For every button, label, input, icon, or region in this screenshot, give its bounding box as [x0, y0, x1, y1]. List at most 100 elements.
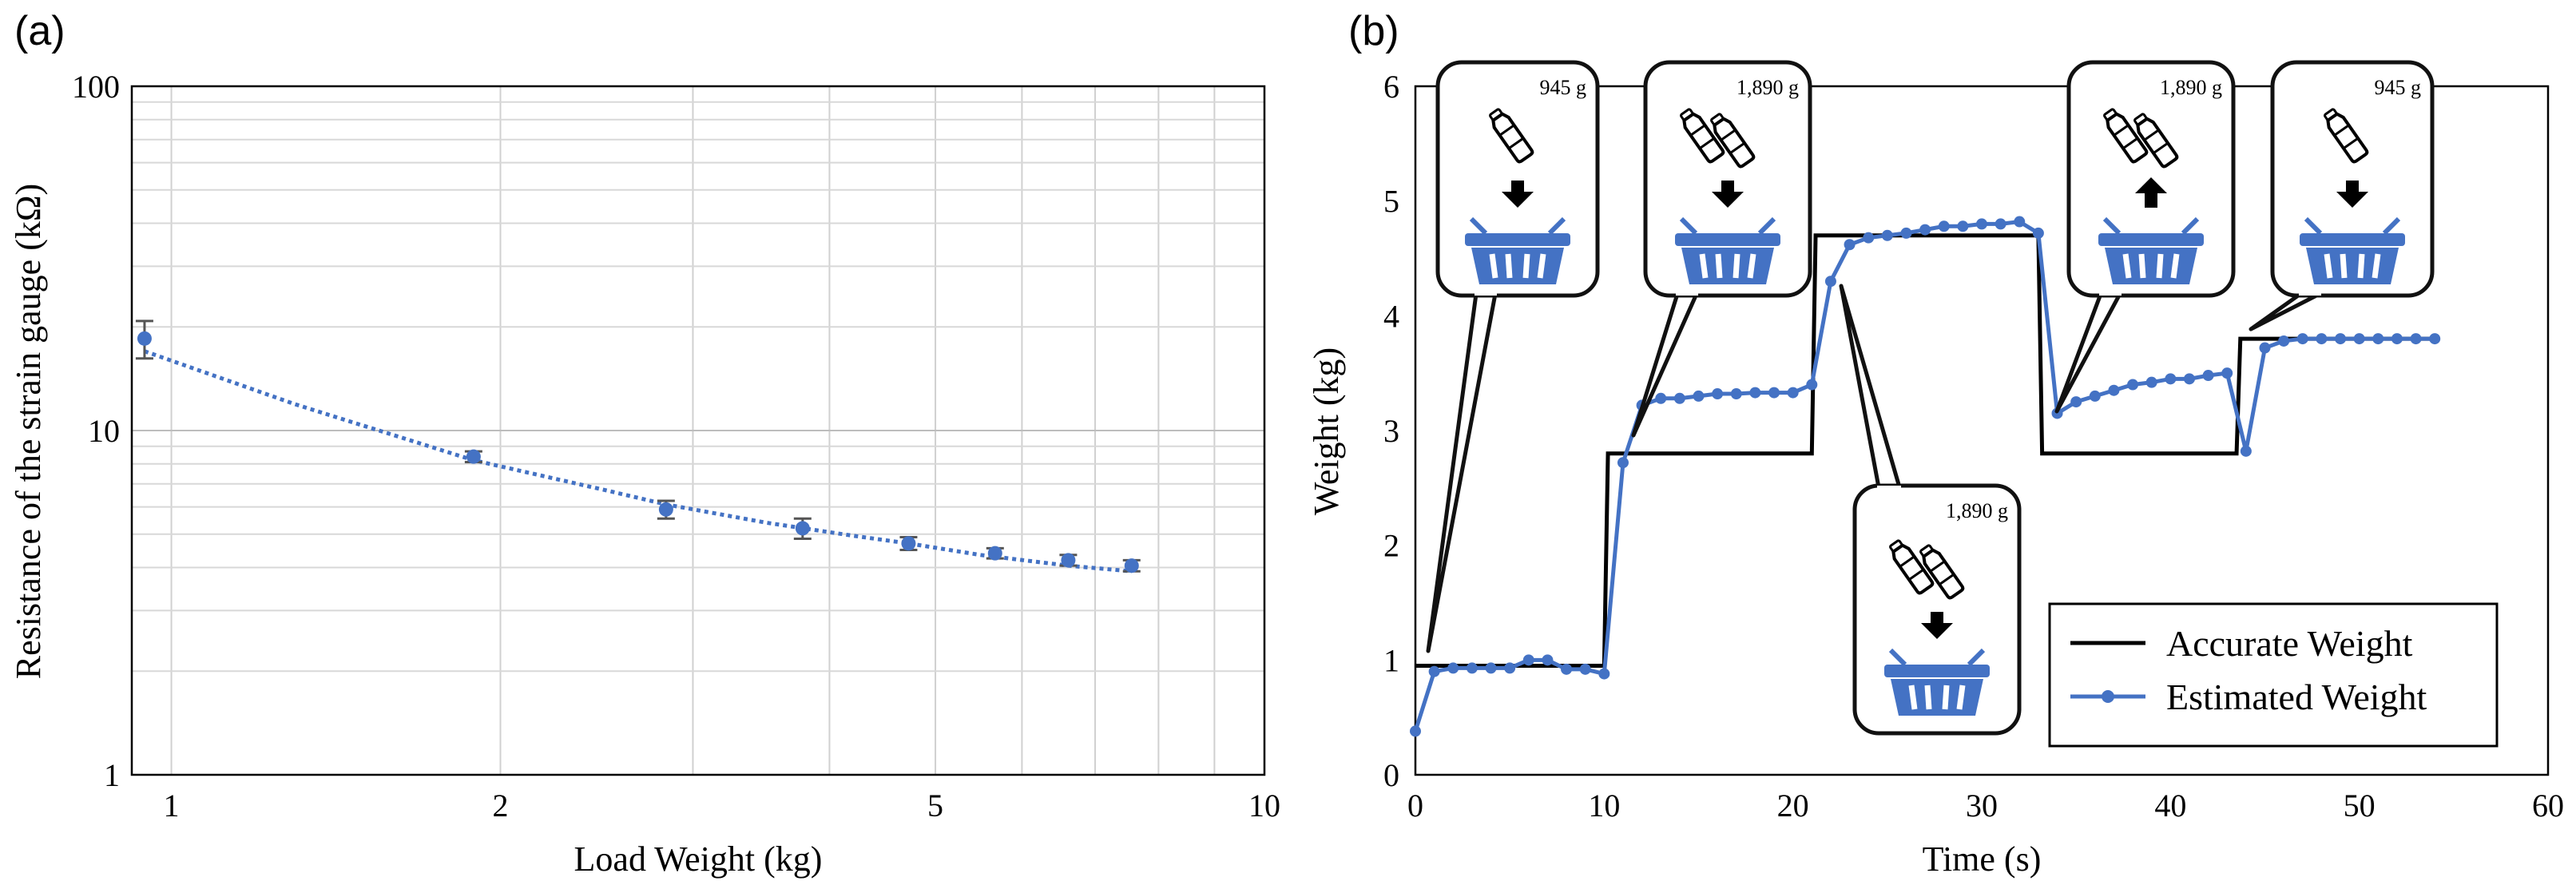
- legend-label-estimated: Estimated Weight: [2166, 677, 2427, 717]
- x-tick-label: 5: [927, 788, 943, 824]
- data-point-estimated: [1976, 218, 1987, 230]
- data-point-estimated: [1598, 668, 1610, 680]
- data-point-estimated: [2108, 384, 2120, 396]
- x-tick-label: 0: [1407, 788, 1423, 824]
- callout-add: 1,890 g: [1839, 284, 2022, 736]
- callout-tail: [2054, 292, 2122, 414]
- data-point-estimated: [1938, 220, 1950, 232]
- data-point-estimated: [1863, 232, 1875, 244]
- callout-tail-joint: [2299, 289, 2321, 296]
- data-point-estimated: [2202, 370, 2214, 382]
- data-point-estimated: [2259, 342, 2271, 354]
- data-point-estimated: [1561, 663, 1573, 675]
- data-point-estimated: [1768, 387, 1780, 399]
- callout-add: 1,890 g: [1631, 60, 1812, 438]
- data-point-estimated: [1504, 662, 1516, 674]
- data-point-estimated: [2391, 333, 2403, 345]
- x-tick-label: 1: [164, 788, 180, 824]
- callout-tail: [1426, 293, 1498, 653]
- legend-box: [2048, 602, 2499, 748]
- data-point: [658, 502, 673, 517]
- plot-frame-b: [1414, 85, 2550, 776]
- y-tick-label: 0: [1383, 757, 1399, 793]
- x-tick-label: 50: [2344, 788, 2376, 824]
- data-point-estimated: [2014, 216, 2026, 228]
- y-tick-label: 1: [104, 757, 120, 793]
- data-point-estimated: [1844, 239, 1856, 251]
- data-point-estimated: [2240, 445, 2252, 457]
- data-point-estimated: [1617, 457, 1629, 469]
- callout-weight-label: 945 g: [2375, 76, 2422, 99]
- callout-tail: [1839, 284, 1902, 488]
- callout-weight-label: 1,890 g: [1737, 76, 1799, 99]
- data-point-estimated: [1673, 392, 1685, 404]
- data-point-estimated: [2089, 390, 2101, 402]
- data-point-estimated: [1447, 662, 1459, 674]
- data-point: [795, 521, 810, 536]
- data-point-estimated: [2278, 335, 2290, 347]
- x-tick-label: 10: [1588, 788, 1620, 824]
- y-tick-label: 4: [1383, 298, 1399, 334]
- callouts-b: 945 g 1,890 g 1,890 g 1,890 g 945 g: [1426, 60, 2435, 736]
- callout-weight-label: 945 g: [1540, 76, 1587, 99]
- panel-a: (a) 1 2 5 10 1 10 100 Load Weight (kg) Resist…: [9, 8, 1280, 879]
- x-tick-label: 60: [2532, 788, 2564, 824]
- grid-a: [132, 86, 1265, 775]
- data-point-estimated: [1919, 224, 1931, 236]
- series-lines-b: [1410, 216, 2441, 737]
- callout-tail: [2249, 292, 2321, 331]
- data-point-estimated: [2127, 379, 2139, 391]
- data-point-estimated: [1428, 665, 1440, 677]
- y-axis-title-b: Weight (kg): [1307, 347, 1346, 515]
- data-point-estimated: [2032, 227, 2044, 239]
- data-point-estimated: [1466, 662, 1478, 674]
- data-point-estimated: [2165, 373, 2177, 385]
- callout-tail-joint: [1877, 486, 1901, 492]
- panel-b-label: (b): [1348, 8, 1399, 54]
- y-tick-label: 5: [1383, 184, 1399, 220]
- y-tick-label: 10: [88, 413, 120, 449]
- data-point-estimated: [2316, 333, 2328, 345]
- y-tick-label: 1: [1383, 642, 1399, 678]
- data-point-estimated: [1787, 387, 1799, 399]
- callout-tail: [1631, 292, 1699, 438]
- x-tick-label: 10: [1248, 788, 1280, 824]
- series-line-accurate: [1415, 233, 2435, 669]
- callout-tail-joint: [1475, 289, 1497, 296]
- data-point-estimated: [1693, 390, 1705, 402]
- data-point-estimated: [1542, 654, 1554, 666]
- data-point-estimated: [1957, 220, 1969, 232]
- data-point-estimated: [2335, 333, 2347, 345]
- x-tick-label: 2: [492, 788, 508, 824]
- data-point-estimated: [1900, 227, 1912, 239]
- y-tick-label: 3: [1383, 413, 1399, 449]
- data-point-estimated: [2221, 367, 2233, 379]
- data-point-estimated: [1522, 654, 1534, 666]
- data-point: [901, 536, 916, 551]
- callout-add: 945 g: [1426, 60, 1600, 653]
- x-tick-labels-b: 0 10 20 30 40 50 60: [1407, 788, 2564, 824]
- data-point: [137, 331, 152, 346]
- x-tick-label: 20: [1777, 788, 1809, 824]
- data-point-estimated: [1995, 218, 2006, 230]
- callout-add: 945 g: [2249, 60, 2435, 331]
- y-axis-title-a: Resistance of the strain gauge (kΩ): [9, 184, 48, 679]
- x-tick-labels-a: 1 2 5 10: [164, 788, 1280, 824]
- callout-remove: 1,890 g: [2054, 60, 2236, 414]
- trendline-a: [144, 349, 1132, 574]
- data-point-estimated: [2353, 333, 2365, 345]
- y-tick-labels-a: 1 10 100: [72, 69, 120, 793]
- data-point-estimated: [1712, 388, 1724, 400]
- x-tick-label: 30: [1966, 788, 1998, 824]
- data-point-estimated: [1730, 388, 1742, 400]
- data-point: [466, 449, 481, 464]
- plot-frame-a: [130, 85, 1266, 776]
- x-axis-title-b: Time (s): [1923, 839, 2042, 879]
- data-point-estimated: [2429, 333, 2441, 345]
- data-point: [1061, 553, 1076, 568]
- data-point-estimated: [1749, 387, 1761, 399]
- data-point: [1124, 558, 1139, 574]
- x-axis-title-a: Load Weight (kg): [574, 839, 823, 879]
- x-tick-label: 40: [2154, 788, 2186, 824]
